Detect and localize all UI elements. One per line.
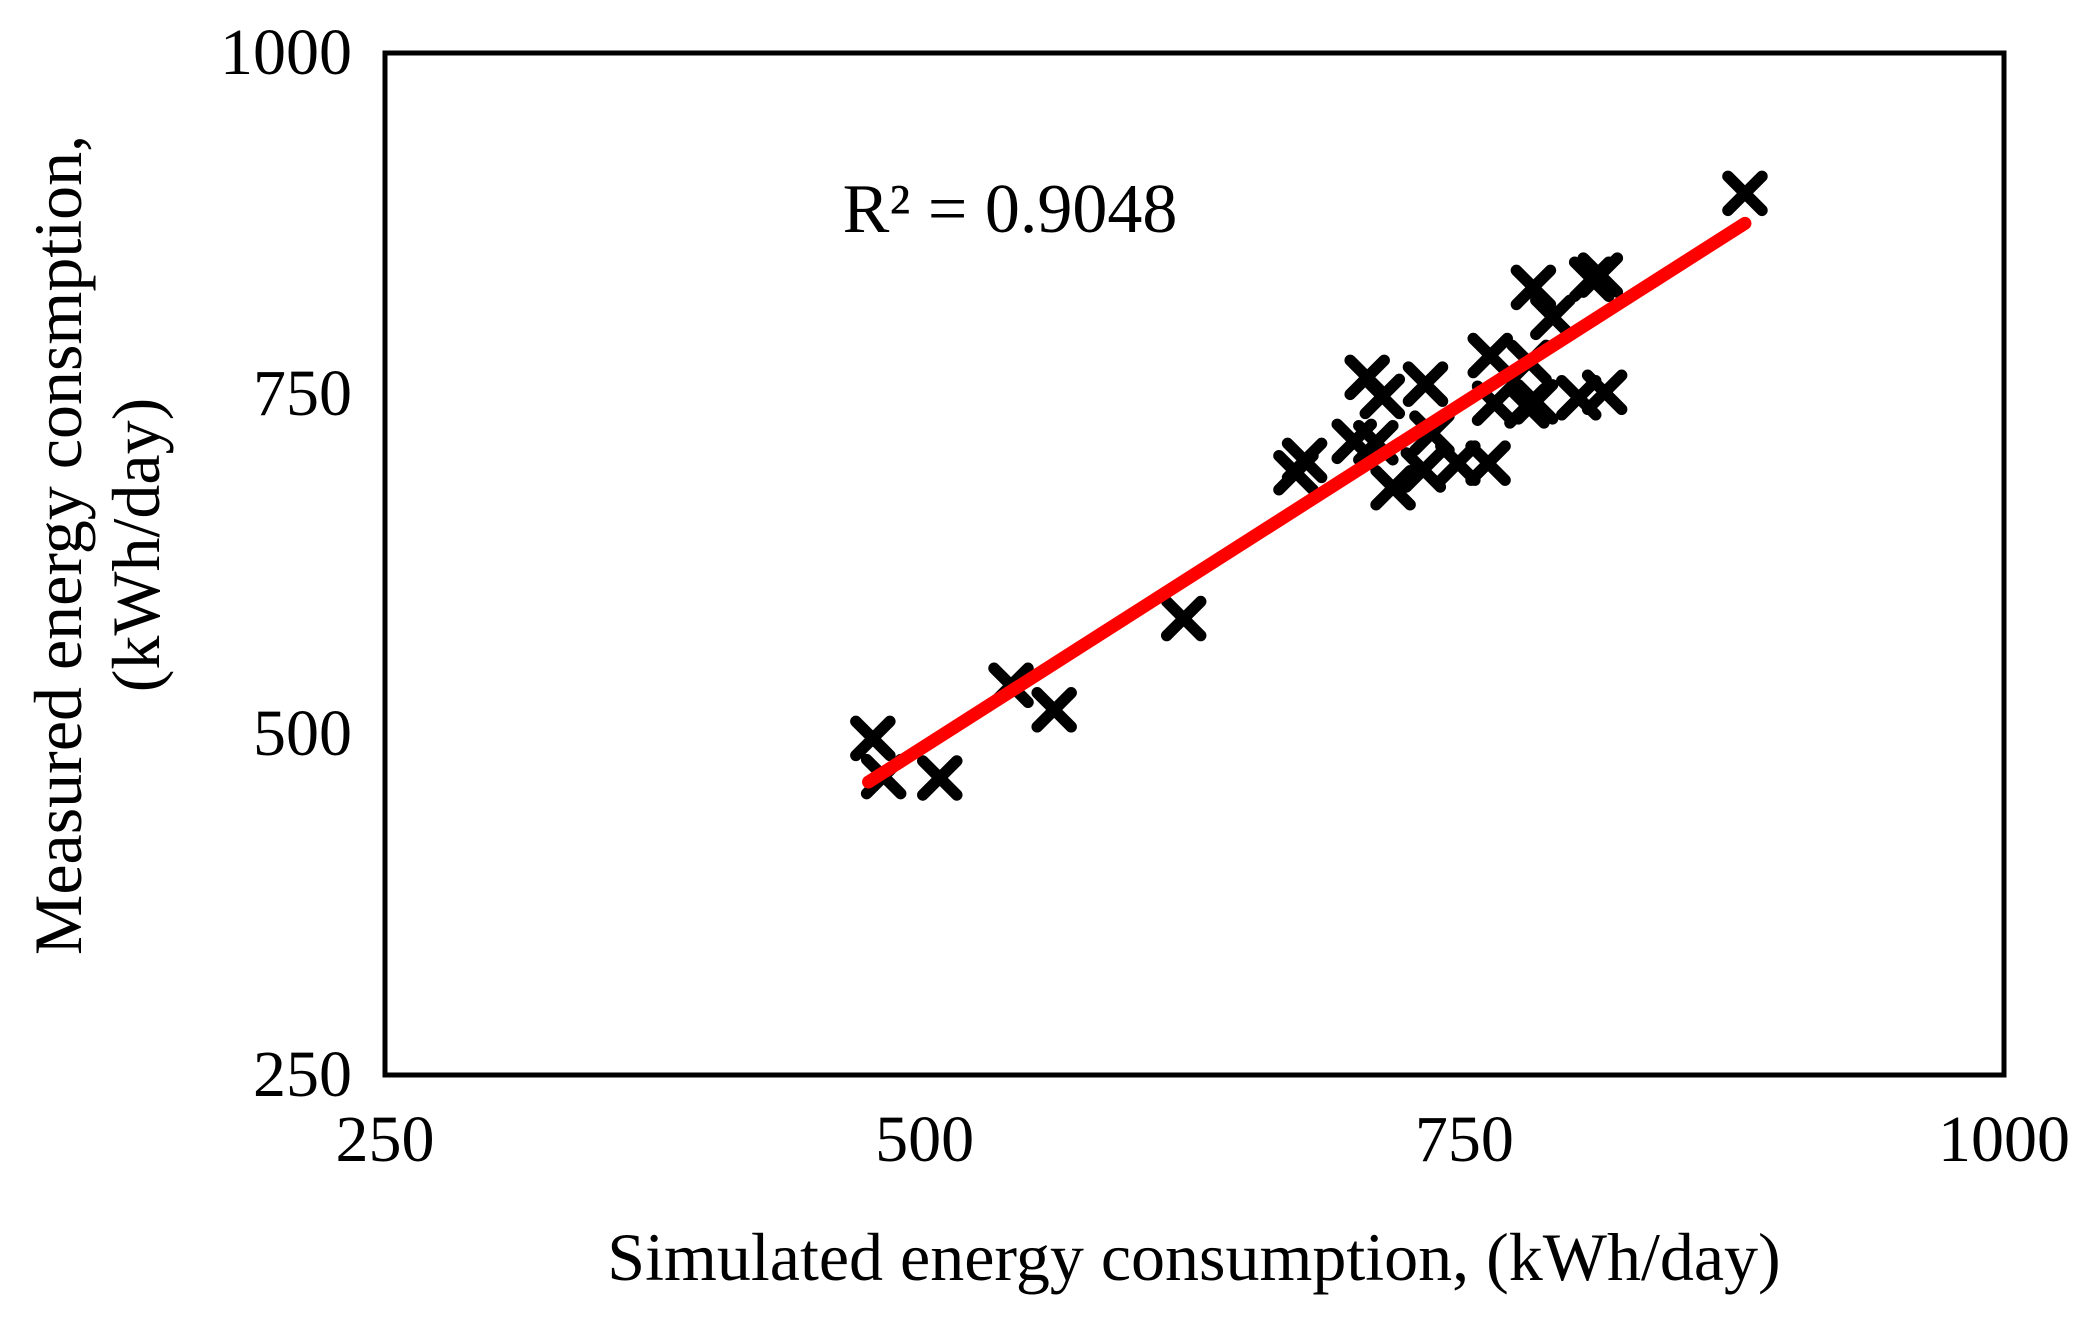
trendline bbox=[862, 216, 1752, 789]
y-axis-label: Measured energy consmption, (kWh/day) bbox=[19, 135, 175, 955]
data-point-marker bbox=[1031, 687, 1077, 733]
x-tick-label: 250 bbox=[335, 1103, 435, 1176]
data-point-marker bbox=[1512, 379, 1559, 425]
plot-border bbox=[382, 50, 2007, 1078]
data-point-marker bbox=[1467, 332, 1513, 379]
data-point-marker bbox=[1465, 440, 1511, 486]
x-tick-label: 1000 bbox=[1938, 1103, 2070, 1176]
data-point-marker bbox=[850, 715, 896, 762]
x-tick-label: 750 bbox=[1414, 1103, 1514, 1176]
data-point-marker bbox=[1577, 252, 1624, 298]
y-tick-label: 500 bbox=[253, 697, 352, 771]
data-point-marker bbox=[1530, 294, 1576, 341]
data-point-marker bbox=[1510, 264, 1557, 311]
y-axis-label-line2: (kWh/day) bbox=[98, 397, 174, 693]
data-point-marker bbox=[1359, 373, 1406, 420]
r-squared-annotation: R² = 0.9048 bbox=[842, 171, 1178, 248]
data-point-marker bbox=[1281, 437, 1328, 484]
y-tick-label: 750 bbox=[253, 356, 352, 430]
y-axis-label-line1: Measured energy consmption, bbox=[20, 134, 96, 956]
data-point-marker bbox=[1400, 447, 1447, 493]
y-tick-label: 250 bbox=[253, 1038, 352, 1111]
data-point-marker bbox=[1581, 369, 1628, 416]
x-axis-label: Simulated energy consumption, (kWh/day) bbox=[607, 1219, 1781, 1295]
x-tick-label: 500 bbox=[875, 1103, 975, 1176]
data-point-marker bbox=[1722, 170, 1768, 217]
data-point-marker bbox=[1402, 361, 1449, 407]
data-point-marker bbox=[1160, 595, 1207, 642]
data-point-marker bbox=[917, 755, 963, 801]
y-tick-label: 1000 bbox=[220, 16, 352, 89]
data-point-marker bbox=[1370, 464, 1416, 511]
